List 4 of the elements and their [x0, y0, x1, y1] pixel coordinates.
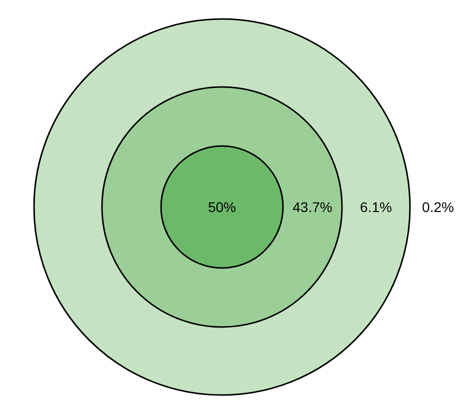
data-label: 50%: [208, 199, 236, 215]
data-label: 0.2%: [422, 199, 454, 215]
data-label: 6.1%: [360, 199, 392, 215]
data-label: 43.7%: [292, 199, 332, 215]
